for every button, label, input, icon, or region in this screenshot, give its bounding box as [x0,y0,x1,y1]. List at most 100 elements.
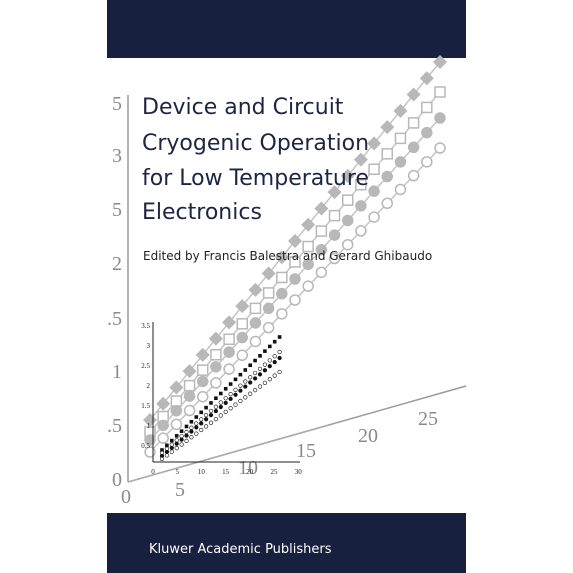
marker [433,55,447,69]
marker [315,266,328,279]
inset-marker [160,448,164,452]
marker [328,229,341,241]
marker [289,256,301,268]
inset-marker [213,417,218,422]
marker [367,136,382,151]
marker [394,183,407,196]
marker [355,200,367,212]
marker [341,238,354,251]
axis-label: 1 [112,361,122,383]
inset-marker [238,398,243,404]
inset-marker [184,429,189,435]
marker [236,349,249,362]
marker [368,163,380,176]
marker [301,217,316,232]
axis-line [127,424,331,483]
marker [368,185,380,197]
marker [222,315,237,330]
marker [355,178,367,191]
axis-label: 20 [358,425,378,447]
inset-marker [218,413,223,418]
marker [235,299,250,314]
inset-tick-label: 1.5 [141,402,150,410]
inset-marker [262,362,268,367]
inset-marker [253,388,258,393]
inset-tick-label: 5 [175,468,179,476]
inset-marker [223,409,228,414]
inset-tick-label: 2 [147,382,151,390]
inset-tick-label: 20 [246,468,254,476]
inset-marker [194,415,199,419]
marker [406,87,421,102]
inset-marker [277,335,282,339]
inset-marker [277,355,282,361]
marker [183,379,196,392]
title-line: for Low Temperature [142,166,369,191]
marker [407,141,420,154]
inset-tick-label: 0 [151,468,155,476]
axis-label: 15 [296,440,316,462]
marker [434,142,446,154]
marker [394,156,407,168]
marker [248,282,263,297]
marker [328,252,341,265]
marker [315,243,328,256]
axis-label: .5 [107,308,122,330]
marker [196,390,209,403]
axis-label: 5 [175,479,185,501]
marker [262,321,275,334]
inset-marker [233,377,238,382]
inset-marker [174,441,179,446]
axis-label: 5 [112,93,122,115]
marker [381,170,394,183]
inset-marker [184,424,189,429]
marker [327,185,342,200]
inset-marker [174,438,179,443]
inset-marker [179,429,184,433]
inset-marker [169,445,174,450]
marker [421,126,433,139]
inset-marker [272,354,277,359]
marker [223,346,235,358]
marker [276,287,288,300]
editors: Edited by Francis Balestra and Gerard Gh… [143,249,432,263]
inset-marker [257,372,263,377]
marker [328,209,341,222]
marker [434,86,446,98]
title-line: Electronics [142,200,262,225]
inset-marker [208,413,214,418]
marker [208,331,223,346]
top-band [107,0,466,58]
marker [341,194,354,206]
inset-marker [199,410,203,415]
inset-marker [179,437,184,442]
marker [314,201,329,216]
inset-marker [213,408,218,414]
inset-marker [189,425,194,430]
inset-marker [262,368,268,373]
inset-marker [243,379,248,384]
inset-marker [204,424,209,429]
inset-marker [174,446,179,451]
inset-marker [253,370,258,376]
marker [276,271,288,284]
marker [434,112,446,124]
inset-marker [262,380,268,385]
inset-marker [243,368,248,372]
axis-label: 3 [112,145,122,167]
inset-tick-label: 30 [295,468,303,476]
inset-marker [248,380,253,385]
inset-marker [184,433,189,438]
axis-label: 0 [112,469,122,491]
inset-marker [272,373,277,378]
inset-marker [204,405,208,410]
inset-marker [223,386,228,391]
marker [381,197,394,210]
marker [276,308,288,320]
inset-marker [272,339,277,344]
marker [183,390,196,402]
inset-chart: 3.5 3 2.5 2 1.5 1 0.5 0 5 10 15 20 25 30 [141,322,302,476]
marker [157,419,169,432]
